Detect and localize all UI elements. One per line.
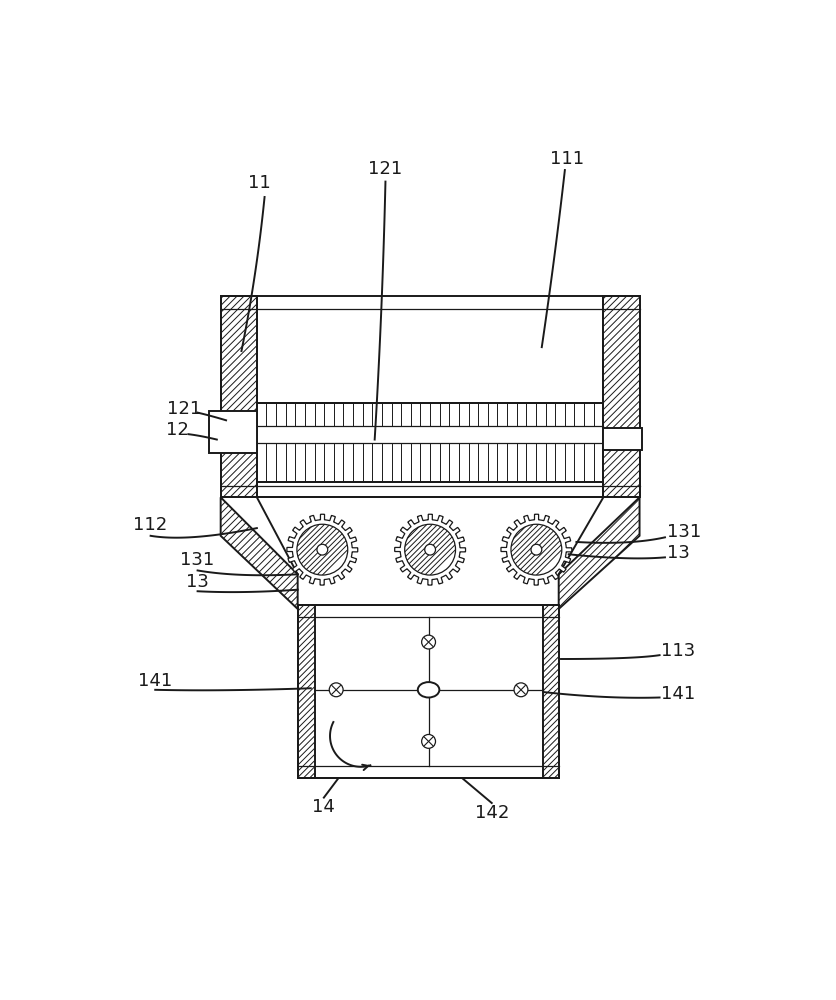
Ellipse shape	[417, 682, 439, 698]
Text: 113: 113	[660, 642, 695, 660]
Bar	[542, 605, 558, 778]
Polygon shape	[221, 497, 298, 609]
Text: 142: 142	[474, 804, 508, 822]
Text: 131: 131	[665, 523, 700, 541]
Polygon shape	[558, 497, 639, 609]
Circle shape	[317, 544, 328, 555]
Circle shape	[510, 524, 561, 575]
Bar	[221, 296, 257, 497]
Bar	[298, 605, 558, 778]
Text: 13: 13	[186, 573, 209, 591]
Bar	[603, 296, 639, 497]
Circle shape	[405, 524, 455, 575]
Circle shape	[329, 683, 343, 697]
Text: 131: 131	[181, 551, 215, 569]
Circle shape	[424, 544, 435, 555]
Circle shape	[421, 635, 435, 649]
Bar	[257, 403, 603, 482]
Circle shape	[297, 524, 347, 575]
Text: 11: 11	[247, 174, 270, 192]
Polygon shape	[287, 514, 357, 585]
Circle shape	[421, 734, 435, 748]
Text: 141: 141	[660, 685, 695, 703]
Bar	[298, 605, 314, 778]
Text: 121: 121	[166, 400, 201, 418]
Circle shape	[513, 683, 528, 697]
Polygon shape	[501, 514, 571, 585]
Bar	[257, 309, 603, 403]
Bar	[209, 411, 257, 453]
Text: 14: 14	[312, 798, 335, 816]
Text: 121: 121	[368, 160, 402, 178]
Text: 112: 112	[133, 516, 167, 534]
Text: 13: 13	[665, 544, 689, 562]
Polygon shape	[395, 514, 465, 585]
Text: 111: 111	[549, 149, 584, 167]
Text: 12: 12	[166, 421, 189, 439]
Circle shape	[530, 544, 541, 555]
Text: 141: 141	[138, 672, 172, 690]
Bar	[603, 428, 641, 450]
